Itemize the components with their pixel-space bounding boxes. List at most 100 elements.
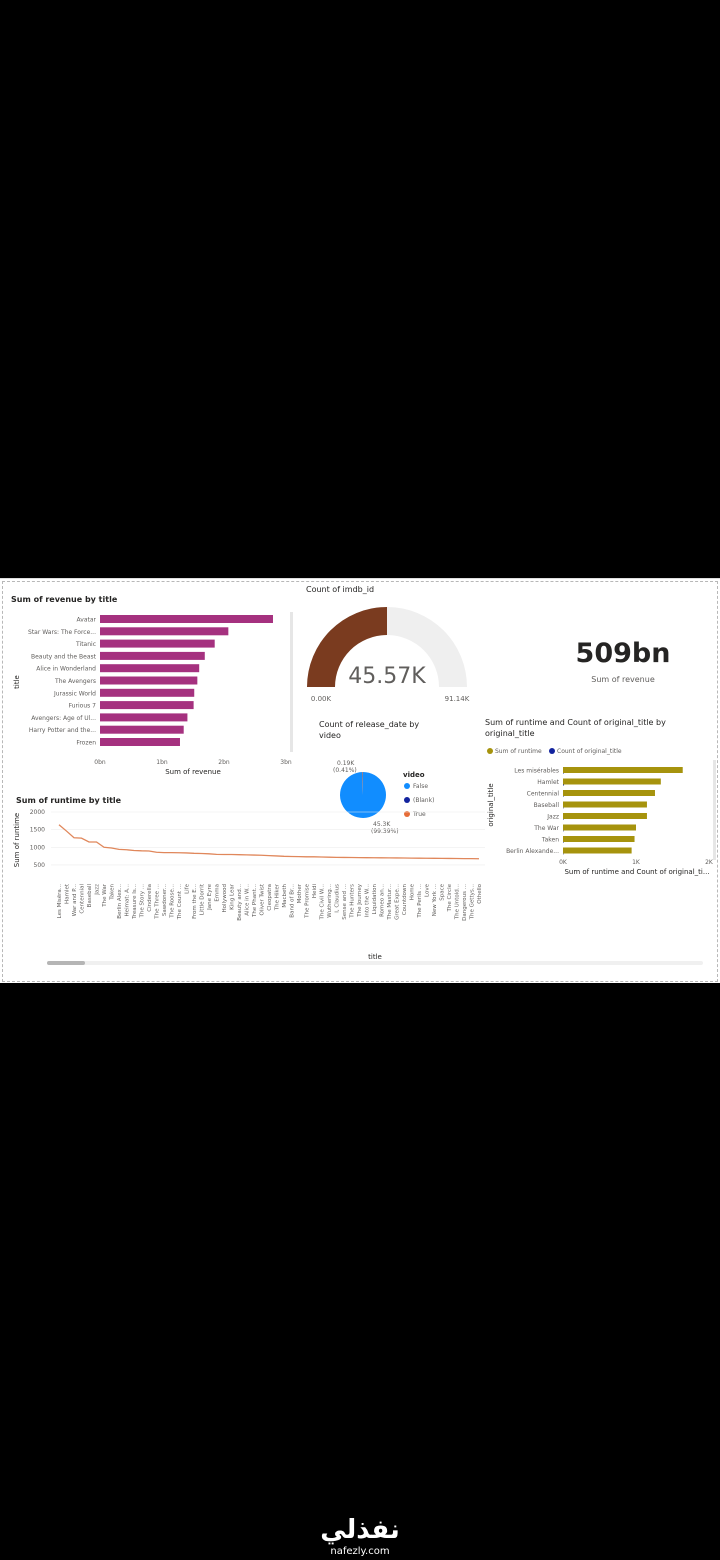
revenue-y-axis-label: title — [13, 675, 21, 689]
combo-title-line1: Sum of runtime and Count of original_tit… — [485, 718, 666, 727]
line-x-tick-label: Great Expe... — [395, 884, 401, 920]
revenue-bar — [100, 615, 273, 623]
pie-legend-marker — [404, 783, 410, 789]
pie-title-line1: Count of release_date by — [319, 720, 420, 729]
horizontal-scrollbar[interactable] — [47, 961, 703, 965]
line-x-tick-label: Space — [440, 883, 446, 900]
combo-count-bar — [563, 773, 564, 774]
line-x-tick-label: Band of Br... — [290, 884, 296, 918]
line-x-tick-label: Dangerous ... — [462, 884, 468, 921]
line-x-tick-label: Cleopatra — [267, 884, 273, 911]
revenue-bar — [100, 738, 180, 746]
combo-category-label: Centennial — [527, 791, 560, 798]
combo-runtime-bar — [563, 813, 647, 819]
line-x-tick-label: The Hunters — [350, 884, 356, 919]
combo-category-label: Taken — [541, 837, 559, 844]
brand-url[interactable]: nafezly.com — [330, 1546, 390, 1557]
pie-legend-title: video — [403, 771, 425, 779]
line-y-tick-label: 2000 — [30, 809, 45, 816]
combo-count-bar — [563, 830, 564, 832]
line-x-tick-label: The Mastur... — [387, 884, 393, 921]
video-pie-chart[interactable]: 0.19K(0.41%) 45.3K(99.39%) video False (Blan… — [321, 732, 446, 842]
line-x-tick-label: Heimat: A... — [125, 884, 131, 917]
combo-runtime-bar — [563, 790, 655, 796]
pie-label-small-percent: (0.41%) — [333, 767, 357, 774]
line-x-tick-label: The War — [102, 883, 108, 907]
combo-runtime-bar — [563, 767, 683, 773]
revenue-tick-label: 3bn — [280, 759, 292, 766]
revenue-category-label: Avengers: Age of Ul... — [31, 715, 96, 722]
combo-legend-marker — [487, 748, 493, 754]
line-x-tick-label: Jazz — [95, 884, 101, 896]
runtime-count-bar-chart[interactable]: Sum of runtime Count of original_title Les… — [481, 740, 717, 890]
combo-runtime-bar — [563, 836, 635, 842]
line-x-tick-label: Sense and ... — [342, 884, 348, 920]
line-x-tick-label: Home — [410, 883, 416, 900]
line-x-tick-label: Emma — [215, 884, 221, 902]
revenue-bar — [100, 688, 195, 697]
brand-logo-text: نفذلي — [320, 1515, 400, 1545]
revenue-bar — [100, 664, 200, 673]
line-x-tick-label: Heidi — [312, 884, 318, 899]
line-x-tick-label: Oliver Twist — [260, 883, 266, 915]
line-x-tick-label: Life — [185, 883, 191, 894]
line-x-tick-label: Taken — [110, 883, 116, 900]
combo-runtime-bar — [563, 847, 632, 854]
revenue-bar — [100, 713, 188, 722]
scrollbar-thumb[interactable] — [47, 961, 85, 965]
revenue-bar — [100, 701, 194, 710]
revenue-category-label: Alice in Wonderland — [36, 666, 96, 673]
revenue-tick-label: 1bn — [156, 759, 168, 766]
line-x-tick-label: The Promise — [305, 883, 311, 918]
pie-legend-label: False — [413, 783, 428, 790]
combo-count-bar — [563, 784, 565, 786]
line-x-tick-label: The Journey — [357, 883, 363, 917]
revenue-bar — [100, 639, 215, 648]
revenue-category-label: Frozen — [76, 740, 96, 747]
runtime-line-chart[interactable]: 2000 1500 1000 500 Les Misēra... Hamlet War an… — [3, 804, 493, 969]
line-x-tick-label: Countdown — [402, 883, 408, 915]
combo-tick-label: 1K — [632, 859, 641, 866]
line-x-tick-label: Love — [425, 883, 431, 897]
line-x-tick-label: Berlin Alex... — [117, 884, 123, 919]
line-y-tick-label: 1000 — [30, 844, 45, 851]
line-x-tick-label: I, Claudius — [335, 884, 341, 913]
line-x-tick-label: Treasure Is... — [132, 884, 138, 920]
line-x-tick-label: From the E... — [192, 884, 198, 919]
pie-label-big-percent: (99.39%) — [371, 828, 399, 835]
line-x-tick-label: Macbeth — [282, 884, 288, 908]
pie-slice — [362, 772, 363, 795]
combo-count-bar — [563, 796, 564, 797]
combo-count-bar — [563, 807, 564, 809]
combo-count-bar — [563, 819, 564, 820]
line-x-tick-label: The Count ... — [177, 884, 183, 921]
combo-legend-label: Sum of runtime — [495, 748, 542, 755]
revenue-category-label: Beauty and the Beast — [31, 653, 97, 660]
line-x-tick-label: Baseball — [87, 884, 93, 908]
line-x-tick-label: The Perils ... — [417, 884, 423, 919]
gauge-value: 45.57K — [348, 664, 426, 689]
revenue-category-label: Titanic — [75, 641, 96, 648]
line-x-tick-label: Romeo an... — [380, 884, 386, 917]
line-x-tick-label: Mother — [297, 883, 303, 903]
combo-legend-marker — [549, 748, 555, 754]
gauge-fill — [307, 607, 387, 687]
revenue-bar — [100, 725, 184, 734]
line-x-tick-label: The Story ... — [140, 884, 146, 919]
combo-scrollbar — [713, 760, 716, 860]
combo-count-bar — [563, 842, 564, 843]
imdb-gauge[interactable]: 45.57K 0.00K 91.14K — [299, 597, 479, 707]
revenue-category-label: Furious 7 — [69, 703, 97, 710]
combo-runtime-bar — [563, 801, 647, 808]
line-x-tick-label: Centennial — [80, 884, 86, 914]
gauge-max-label: 91.14K — [445, 695, 470, 703]
pie-title-line2: video — [319, 731, 341, 740]
combo-y-axis-label: original_title — [487, 783, 495, 826]
combo-category-label: Les misérables — [514, 768, 559, 775]
line-x-tick-label: The Roose... — [170, 884, 176, 919]
revenue-bar-chart[interactable]: Avatar Star Wars: The Force... Titanic Beau… — [3, 602, 303, 782]
line-x-tick-label: Liquidation — [372, 883, 378, 914]
line-x-tick-label: The Untold... — [455, 884, 461, 921]
combo-title-line2: original_title — [485, 729, 535, 738]
combo-x-axis-label: Sum of runtime and Count of original_ti.… — [564, 868, 709, 876]
